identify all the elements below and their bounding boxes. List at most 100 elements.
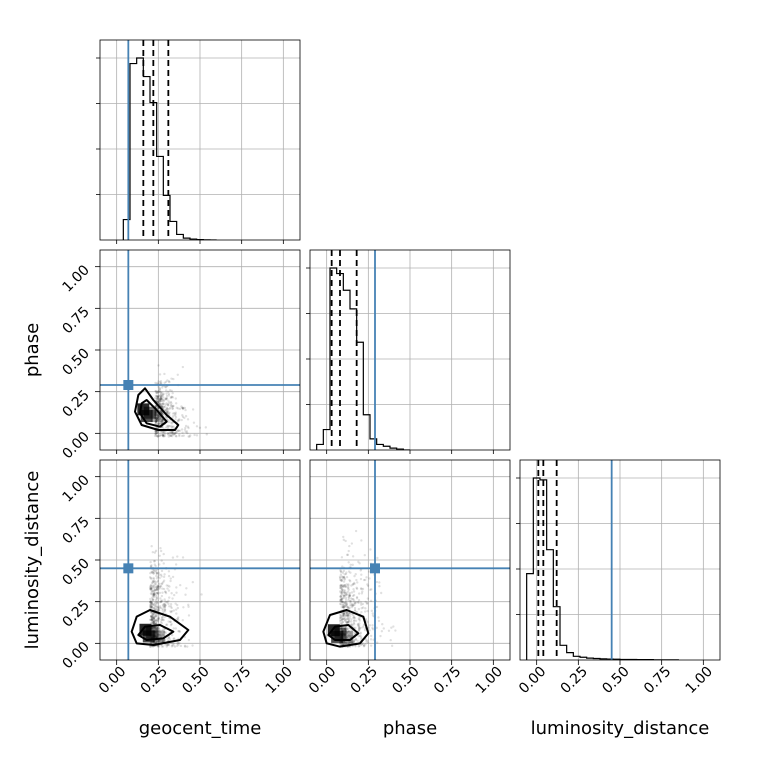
x-tick-label: 1.00 xyxy=(263,664,296,697)
sample-point xyxy=(364,578,367,582)
sample-point xyxy=(174,413,177,416)
sample-point xyxy=(155,412,158,415)
sample-point xyxy=(152,593,156,597)
sample-point xyxy=(342,588,345,592)
contour-level-0 xyxy=(130,609,190,646)
sample-point xyxy=(171,597,174,600)
sample-point xyxy=(170,402,173,405)
sample-point xyxy=(150,586,154,589)
sample-point xyxy=(169,400,173,404)
sample-point xyxy=(350,629,353,632)
sample-point xyxy=(174,608,178,611)
sample-point xyxy=(155,596,158,600)
sample-point xyxy=(174,402,178,405)
sample-point xyxy=(158,633,162,637)
sample-point xyxy=(343,617,346,621)
sample-point xyxy=(343,605,347,608)
sample-point xyxy=(345,620,348,624)
y-tick-label: 0.75 xyxy=(59,514,92,547)
sample-point xyxy=(161,640,165,643)
sample-point xyxy=(364,607,367,610)
sample-point xyxy=(154,420,157,423)
sample-point xyxy=(162,579,166,582)
sample-point xyxy=(151,617,154,620)
sample-point xyxy=(346,606,350,610)
sample-point xyxy=(167,589,171,592)
sample-point xyxy=(165,409,168,412)
sample-point xyxy=(158,401,161,404)
sample-point xyxy=(340,591,344,595)
sample-point xyxy=(371,626,374,630)
sample-point xyxy=(155,413,159,417)
sample-point xyxy=(148,618,152,622)
sample-point xyxy=(166,637,169,640)
sample-point xyxy=(350,612,353,616)
sample-point xyxy=(160,645,164,648)
sample-point xyxy=(344,600,348,604)
sample-point xyxy=(163,604,167,607)
sample-point xyxy=(160,575,163,578)
sample-point xyxy=(154,569,157,572)
sample-point xyxy=(347,586,350,589)
sample-point xyxy=(351,641,355,644)
sample-point xyxy=(362,645,366,648)
sample-point xyxy=(366,584,370,587)
sample-point xyxy=(171,396,175,399)
sample-point xyxy=(154,615,157,618)
sample-point xyxy=(378,581,381,584)
sample-point xyxy=(339,599,342,602)
sample-point xyxy=(163,639,166,642)
sample-point xyxy=(345,611,349,614)
sample-point xyxy=(375,580,379,584)
sample-point xyxy=(160,391,164,394)
sample-point xyxy=(171,412,175,415)
sample-point xyxy=(183,416,186,420)
sample-point xyxy=(352,598,355,601)
sample-point xyxy=(178,434,181,438)
sample-point xyxy=(352,593,356,597)
sample-point xyxy=(345,641,348,644)
sample-point xyxy=(152,616,156,619)
sample-point xyxy=(346,614,350,617)
sample-point xyxy=(156,400,160,403)
sample-point xyxy=(159,634,163,637)
sample-point xyxy=(153,580,156,584)
sample-point xyxy=(353,638,356,642)
sample-point xyxy=(347,588,351,591)
sample-point xyxy=(152,621,155,625)
sample-point xyxy=(162,402,165,405)
sample-point xyxy=(163,434,166,438)
sample-point xyxy=(179,644,183,648)
sample-point xyxy=(152,569,156,572)
sample-point xyxy=(154,549,158,553)
sample-point xyxy=(347,583,350,586)
sample-point xyxy=(158,421,161,425)
sample-point xyxy=(352,640,355,643)
sample-point xyxy=(176,373,179,376)
sample-point xyxy=(369,548,372,551)
sample-point xyxy=(151,598,155,601)
sample-point xyxy=(195,425,199,428)
sample-point xyxy=(157,390,161,393)
sample-point xyxy=(153,605,157,608)
sample-point xyxy=(344,596,348,599)
sample-point xyxy=(170,434,174,438)
sample-point xyxy=(156,417,160,420)
sample-point xyxy=(353,601,357,605)
sample-point xyxy=(369,634,373,638)
sample-point xyxy=(150,577,153,580)
sample-point xyxy=(155,572,159,575)
sample-point xyxy=(150,587,153,590)
sample-point xyxy=(180,405,183,408)
sample-point xyxy=(345,602,349,605)
sample-point xyxy=(344,603,348,606)
sample-point xyxy=(148,585,152,589)
sample-point xyxy=(152,576,155,580)
sample-point xyxy=(150,593,154,596)
sample-point xyxy=(157,391,160,394)
sample-point xyxy=(346,621,349,624)
sample-point xyxy=(359,626,362,630)
sample-point xyxy=(167,390,170,394)
sample-point xyxy=(149,584,153,587)
sample-point xyxy=(156,607,159,610)
